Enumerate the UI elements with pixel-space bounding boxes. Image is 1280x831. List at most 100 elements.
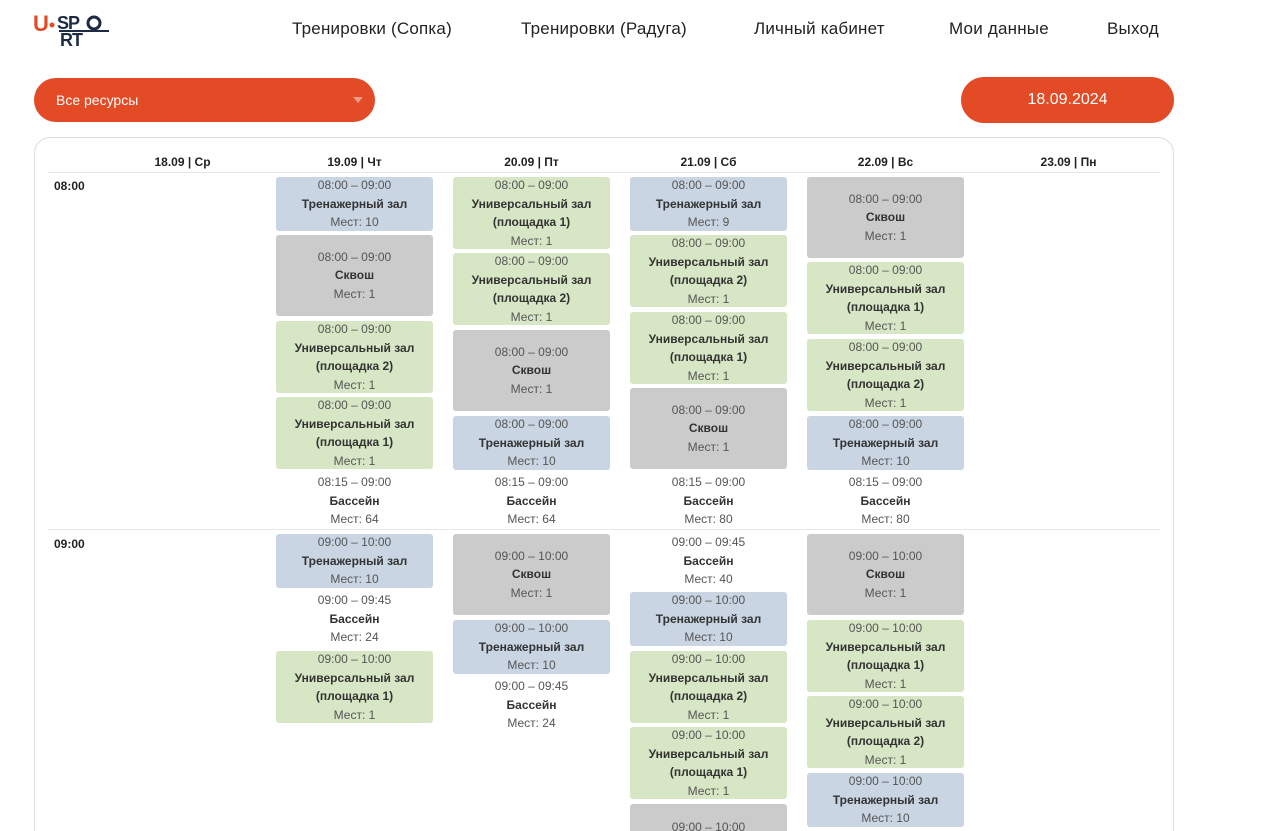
day-header: 22.09 | Вс bbox=[857, 155, 914, 169]
schedule-slot[interactable]: 08:00 – 09:00 Универсальный зал (площадка… bbox=[453, 253, 610, 325]
day-header: 20.09 | Пт bbox=[504, 155, 559, 169]
schedule-slot[interactable]: 08:00 – 09:00 Тренажерный зал Мест: 10 bbox=[276, 177, 433, 231]
schedule-slot[interactable]: 08:00 – 09:00 Универсальный зал (площадка… bbox=[807, 339, 964, 411]
schedule-slot[interactable]: 08:00 – 09:00 Сквош Мест: 1 bbox=[453, 330, 610, 411]
schedule-slot[interactable]: 09:00 – 10:00 Тренажерный зал Мест: 10 bbox=[453, 620, 610, 674]
date-value: 18.09.2024 bbox=[1027, 91, 1108, 108]
schedule-slot[interactable]: 09:00 – 10:00 Сквош Мест: 1 bbox=[807, 534, 964, 615]
schedule-slot[interactable]: 09:00 – 10:00 Сквош Мест: 1 bbox=[453, 534, 610, 615]
slot-time: 09:00 – 10:00 bbox=[671, 728, 746, 742]
svg-text:SP: SP bbox=[57, 13, 80, 33]
schedule-slot[interactable]: 08:00 – 09:00 Универсальный зал (площадка… bbox=[807, 262, 964, 334]
schedule-slot[interactable]: 09:00 – 10:00 Универсальный зал (площадка… bbox=[807, 696, 964, 768]
slot-places: Мест: 80 bbox=[861, 512, 910, 527]
schedule-slot[interactable]: 09:00 – 10:00 Тренажерный зал Мест: 10 bbox=[630, 592, 787, 646]
schedule-slot[interactable]: 08:00 – 09:00 Сквош Мест: 1 bbox=[807, 177, 964, 258]
schedule-slot[interactable]: 08:15 – 09:00 Бассейн Мест: 80 bbox=[807, 474, 964, 528]
slot-resource: Тренажерный зал bbox=[478, 435, 585, 450]
slot-time: 08:00 – 09:00 bbox=[671, 402, 746, 417]
slot-time: 09:00 – 10:00 bbox=[671, 652, 746, 666]
slot-time: 09:00 – 09:45 bbox=[671, 535, 746, 550]
schedule-slot[interactable]: 09:00 – 10:00 Тренажерный зал Мест: 10 bbox=[807, 773, 964, 827]
day-header: 19.09 | Чт bbox=[327, 155, 382, 169]
slot-resource: Универсальный зал (площадка 2) bbox=[648, 254, 769, 288]
slot-time: 08:00 – 09:00 bbox=[317, 178, 392, 193]
schedule-slot[interactable]: 09:00 – 10:00 Универсальный зал (площадка… bbox=[807, 620, 964, 692]
slot-places: Мест: 1 bbox=[333, 707, 376, 722]
slot-places: Мест: 10 bbox=[507, 454, 556, 469]
schedule-slot[interactable]: 08:00 – 09:00 Тренажерный зал Мест: 9 bbox=[630, 177, 787, 231]
usport-logo[interactable]: U SP RT bbox=[33, 9, 117, 51]
slot-resource: Тренажерный зал bbox=[301, 196, 408, 211]
slot-resource: Универсальный зал (площадка 1) bbox=[825, 639, 946, 673]
slot-resource: Бассейн bbox=[506, 697, 557, 712]
slot-resource: Универсальный зал (площадка 2) bbox=[825, 358, 946, 392]
schedule-slot[interactable]: 08:00 – 09:00 Универсальный зал (площадка… bbox=[276, 321, 433, 393]
slot-places: Мест: 1 bbox=[864, 318, 907, 333]
svg-text:U: U bbox=[33, 11, 49, 36]
top-nav: Тренировки (Сопка) Тренировки (Радуга) Л… bbox=[0, 19, 1280, 41]
slot-time: 08:15 – 09:00 bbox=[848, 475, 923, 490]
slot-places: Мест: 1 bbox=[510, 585, 553, 600]
slot-time: 09:00 – 10:00 bbox=[494, 621, 569, 636]
day-header: 18.09 | Ср bbox=[154, 155, 211, 169]
schedule-slot[interactable]: 09:00 – 10:00 Универсальный зал (площадка… bbox=[276, 651, 433, 723]
slot-resource: Универсальный зал (площадка 2) bbox=[825, 715, 946, 749]
schedule-slot[interactable]: 09:00 – 10:00 bbox=[630, 804, 787, 831]
slot-time: 08:00 – 09:00 bbox=[671, 178, 746, 193]
resource-select[interactable]: Все ресурсы bbox=[34, 78, 375, 122]
schedule-slot[interactable]: 08:00 – 09:00 Сквош Мест: 1 bbox=[276, 235, 433, 316]
nav-trainings-sopka[interactable]: Тренировки (Сопка) bbox=[292, 19, 452, 38]
schedule-slot[interactable]: 09:00 – 10:00 Универсальный зал (площадка… bbox=[630, 727, 787, 799]
slot-places: Мест: 10 bbox=[507, 658, 556, 673]
slot-time: 08:00 – 09:00 bbox=[848, 263, 923, 277]
schedule-slot[interactable]: 09:00 – 09:45 Бассейн Мест: 24 bbox=[453, 678, 610, 732]
slot-time: 09:00 – 10:00 bbox=[848, 621, 923, 635]
slot-time: 08:00 – 09:00 bbox=[848, 191, 923, 206]
slot-places: Мест: 10 bbox=[861, 454, 910, 469]
schedule-slot[interactable]: 08:15 – 09:00 Бассейн Мест: 80 bbox=[630, 474, 787, 528]
slot-places: Мест: 1 bbox=[864, 395, 907, 410]
hour-divider bbox=[48, 529, 1160, 530]
slot-time: 08:00 – 09:00 bbox=[848, 417, 923, 432]
schedule-slot[interactable]: 08:00 – 09:00 Универсальный зал (площадка… bbox=[453, 177, 610, 249]
slot-resource: Тренажерный зал bbox=[478, 639, 585, 654]
slot-time: 09:00 – 10:00 bbox=[848, 774, 923, 789]
schedule-slot[interactable]: 08:00 – 09:00 Тренажерный зал Мест: 10 bbox=[807, 416, 964, 470]
slot-resource: Сквош bbox=[511, 567, 552, 582]
schedule-slot[interactable]: 08:15 – 09:00 Бассейн Мест: 64 bbox=[453, 474, 610, 528]
slot-resource: Универсальный зал (площадка 2) bbox=[471, 272, 592, 306]
slot-places: Мест: 24 bbox=[507, 716, 556, 731]
schedule-slot[interactable]: 08:00 – 09:00 Универсальный зал (площадка… bbox=[276, 397, 433, 469]
slot-places: Мест: 1 bbox=[333, 377, 376, 392]
slot-places: Мест: 1 bbox=[687, 439, 730, 454]
slot-places: Мест: 1 bbox=[687, 368, 730, 383]
slot-places: Мест: 24 bbox=[330, 630, 379, 645]
slot-time: 09:00 – 10:00 bbox=[671, 820, 746, 831]
slot-time: 08:15 – 09:00 bbox=[671, 475, 746, 490]
schedule-slot[interactable]: 08:00 – 09:00 Универсальный зал (площадка… bbox=[630, 235, 787, 307]
day-header: 23.09 | Пн bbox=[1040, 155, 1097, 169]
schedule-slot[interactable]: 09:00 – 10:00 Универсальный зал (площадка… bbox=[630, 651, 787, 723]
date-picker[interactable]: 18.09.2024 bbox=[961, 77, 1174, 123]
slot-resource: Сквош bbox=[865, 210, 906, 225]
slot-places: Мест: 1 bbox=[510, 309, 553, 324]
slot-time: 09:00 – 09:45 bbox=[317, 593, 392, 608]
nav-my-data[interactable]: Мои данные bbox=[949, 19, 1049, 38]
slot-resource: Тренажерный зал bbox=[655, 611, 762, 626]
slot-time: 08:00 – 09:00 bbox=[317, 322, 392, 336]
slot-time: 08:00 – 09:00 bbox=[317, 249, 392, 264]
nav-logout[interactable]: Выход bbox=[1107, 19, 1159, 38]
schedule-slot[interactable]: 08:00 – 09:00 Сквош Мест: 1 bbox=[630, 388, 787, 469]
schedule-slot[interactable]: 08:15 – 09:00 Бассейн Мест: 64 bbox=[276, 474, 433, 528]
schedule-slot[interactable]: 09:00 – 09:45 Бассейн Мест: 24 bbox=[276, 592, 433, 646]
schedule-slot[interactable]: 08:00 – 09:00 Тренажерный зал Мест: 10 bbox=[453, 416, 610, 470]
schedule-slot[interactable]: 08:00 – 09:00 Универсальный зал (площадка… bbox=[630, 312, 787, 384]
nav-trainings-raduga[interactable]: Тренировки (Радуга) bbox=[521, 19, 687, 38]
schedule-slot[interactable]: 09:00 – 09:45 Бассейн Мест: 40 bbox=[630, 534, 787, 588]
slot-time: 09:00 – 10:00 bbox=[848, 548, 923, 563]
schedule-slot[interactable]: 09:00 – 10:00 Тренажерный зал Мест: 10 bbox=[276, 534, 433, 588]
slot-places: Мест: 10 bbox=[330, 215, 379, 230]
slot-places: Мест: 1 bbox=[510, 381, 553, 396]
nav-personal-account[interactable]: Личный кабинет bbox=[754, 19, 885, 38]
